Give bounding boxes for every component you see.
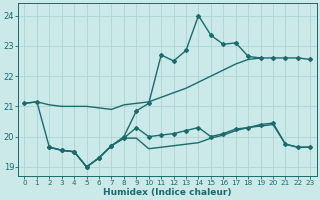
X-axis label: Humidex (Indice chaleur): Humidex (Indice chaleur): [103, 188, 232, 197]
